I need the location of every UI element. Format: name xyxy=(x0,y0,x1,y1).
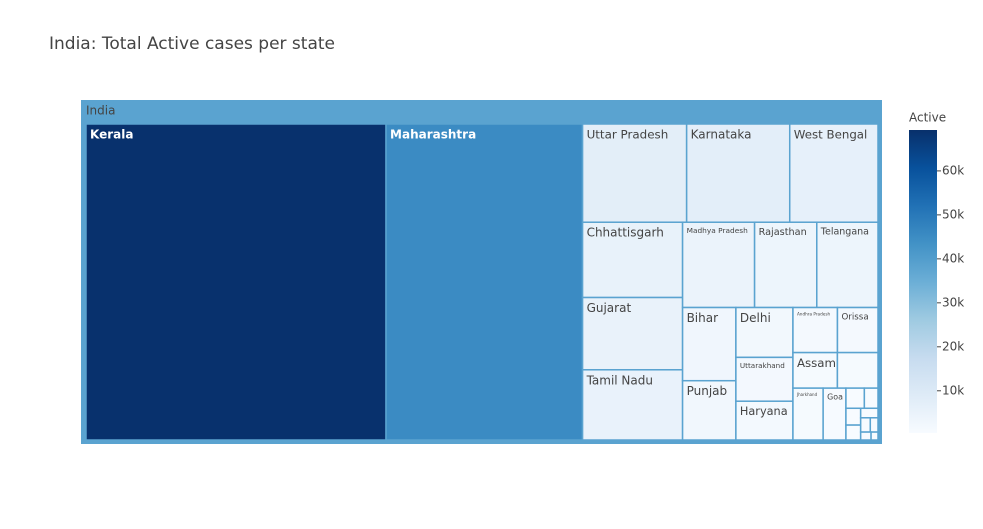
tile-label: Tamil Nadu xyxy=(586,373,653,387)
tile[interactable] xyxy=(836,351,879,389)
tile[interactable] xyxy=(845,387,866,410)
tile[interactable] xyxy=(863,387,879,410)
tile-label: Jharkhand xyxy=(796,392,818,397)
colorbar-tick-label: 10k xyxy=(942,383,964,397)
tile-label: Madhya Pradesh xyxy=(687,226,749,235)
tile-label: Maharashtra xyxy=(390,128,476,142)
tile-label: Uttarakhand xyxy=(740,361,785,370)
tile-label: Delhi xyxy=(740,311,771,325)
colorbar-tick-label: 20k xyxy=(942,339,964,353)
tile[interactable] xyxy=(845,407,862,426)
tile[interactable] xyxy=(735,400,794,441)
root-label: India xyxy=(86,104,115,118)
tile-label: Gujarat xyxy=(587,301,632,315)
tile-label: Goa xyxy=(827,393,843,402)
tile[interactable] xyxy=(870,431,879,441)
tile[interactable] xyxy=(385,123,584,441)
colorbar-tick-label: 30k xyxy=(942,295,964,309)
tile-label: West Bengal xyxy=(794,127,868,141)
tile-label: Assam xyxy=(797,356,836,370)
colorbar-tick-label: 60k xyxy=(942,163,964,177)
tile-label: Orissa xyxy=(841,312,868,322)
tile-label: Andhra Pradesh xyxy=(797,312,831,317)
tile[interactable] xyxy=(792,387,824,441)
tile[interactable] xyxy=(581,369,684,441)
tile[interactable] xyxy=(869,417,879,433)
tile[interactable] xyxy=(845,424,862,441)
tile[interactable] xyxy=(681,379,737,441)
tile[interactable] xyxy=(735,306,794,359)
tile-label: Kerala xyxy=(90,128,133,142)
colorbar xyxy=(909,130,937,433)
tile[interactable] xyxy=(816,221,879,309)
tile[interactable] xyxy=(85,123,387,441)
chart-title: India: Total Active cases per state xyxy=(49,34,335,54)
tile-label: Bihar xyxy=(687,311,719,325)
tile-label: Punjab xyxy=(687,384,728,398)
tile[interactable] xyxy=(859,407,879,419)
tile-label: Uttar Pradesh xyxy=(587,127,669,141)
tile[interactable] xyxy=(753,221,818,309)
tile-label: Haryana xyxy=(740,405,788,418)
tile[interactable] xyxy=(836,306,879,354)
colorbar-title: Active xyxy=(909,111,946,125)
tile-label: Karnataka xyxy=(691,128,752,142)
tile[interactable] xyxy=(792,351,839,389)
tile-label: Rajasthan xyxy=(759,227,807,238)
tile-label: Chhattisgarh xyxy=(587,226,664,240)
colorbar-tick-label: 50k xyxy=(942,207,964,221)
tile[interactable] xyxy=(681,306,737,382)
tile[interactable] xyxy=(681,221,756,309)
tile[interactable] xyxy=(859,431,872,441)
tile[interactable] xyxy=(859,417,872,433)
tile-label: Telangana xyxy=(820,227,869,238)
colorbar-tick-label: 40k xyxy=(942,251,964,265)
